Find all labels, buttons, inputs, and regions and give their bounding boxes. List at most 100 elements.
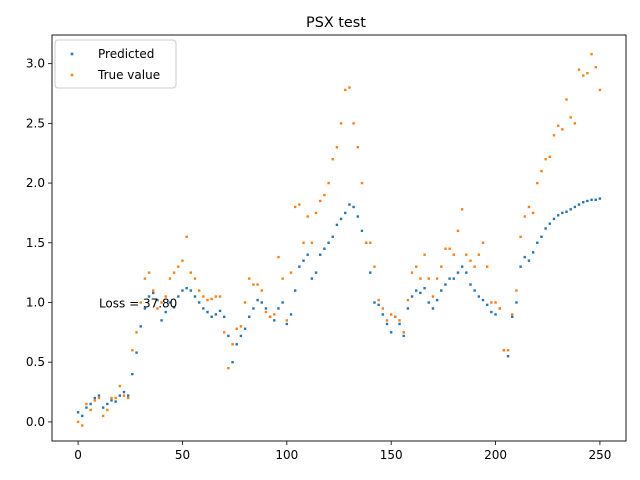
data-point [565, 210, 568, 213]
y-tick-label: 0.5 [26, 355, 45, 369]
data-point [577, 68, 581, 71]
data-point [76, 420, 80, 424]
data-point [210, 297, 213, 301]
legend-label-true-value: True value [97, 68, 160, 82]
data-point [164, 295, 167, 298]
data-point [410, 295, 414, 298]
data-point [122, 390, 126, 394]
data-point [231, 360, 234, 364]
data-point [239, 325, 243, 328]
data-point [319, 253, 322, 256]
data-point [419, 291, 422, 295]
data-point [298, 203, 301, 206]
data-point [506, 355, 510, 358]
y-tick-label: 0.0 [26, 415, 45, 429]
data-point [527, 259, 531, 262]
data-point [586, 72, 589, 75]
data-point [135, 351, 138, 354]
data-point [277, 307, 280, 310]
data-point [348, 203, 351, 206]
data-point [260, 301, 263, 304]
data-point [473, 289, 476, 292]
data-point [126, 394, 130, 397]
data-point [531, 211, 535, 215]
data-point [264, 307, 268, 310]
data-point [435, 298, 439, 302]
data-point [394, 315, 397, 319]
data-point [431, 295, 435, 298]
data-point [177, 265, 180, 268]
y-tick-label: 3.0 [26, 57, 45, 71]
data-point [143, 307, 147, 310]
data-point [494, 301, 497, 304]
data-point [427, 301, 430, 304]
data-point [168, 277, 172, 280]
data-point [306, 253, 309, 256]
x-tick-label: 200 [484, 448, 507, 462]
data-point [590, 198, 593, 201]
data-point [586, 199, 589, 203]
series-layer [76, 52, 602, 427]
data-point [440, 289, 443, 292]
data-point [460, 208, 464, 211]
data-point [485, 265, 489, 268]
data-point [327, 241, 330, 244]
data-point [452, 253, 455, 256]
data-point [156, 298, 159, 302]
data-point [435, 277, 439, 280]
data-point [147, 271, 151, 274]
data-point [444, 247, 447, 250]
data-point [306, 215, 309, 218]
data-point [540, 169, 543, 173]
x-axis-ticks: 0 50 100 150 200 250 [74, 441, 611, 462]
data-point [481, 241, 485, 244]
data-point [573, 122, 577, 125]
data-point [143, 277, 147, 280]
data-point [381, 313, 385, 316]
data-point [256, 298, 259, 302]
data-point [452, 277, 455, 280]
loss-annotation: Loss = 37.80 [99, 297, 177, 311]
data-point [89, 408, 92, 412]
data-point [243, 301, 247, 304]
data-point [598, 88, 602, 92]
data-point [477, 295, 481, 298]
x-tick-label: 50 [175, 448, 190, 462]
data-point [281, 277, 284, 280]
data-point [498, 307, 501, 310]
data-point [360, 229, 364, 233]
data-point [335, 146, 339, 149]
data-point [344, 88, 347, 92]
data-point [85, 402, 88, 406]
data-point [582, 200, 585, 204]
data-point [469, 259, 472, 262]
data-point [323, 193, 326, 197]
data-point [548, 155, 552, 158]
data-point [106, 402, 109, 406]
data-point [415, 289, 418, 292]
data-point [544, 157, 547, 161]
data-point [131, 372, 134, 376]
data-point [331, 157, 334, 161]
data-point [431, 307, 435, 310]
data-point [360, 181, 364, 185]
data-point [569, 208, 572, 211]
plot-area-frame [51, 34, 627, 442]
data-point [385, 319, 389, 322]
data-point [114, 396, 117, 400]
data-point [139, 325, 142, 328]
data-point [465, 253, 468, 256]
data-point [561, 211, 564, 215]
data-point [273, 313, 276, 316]
data-point [319, 199, 322, 203]
data-point [177, 295, 180, 298]
data-point [147, 295, 151, 298]
data-point [444, 283, 447, 286]
data-point [110, 399, 113, 402]
data-point [456, 229, 460, 233]
data-point [248, 277, 251, 280]
data-point [427, 277, 430, 280]
chart-title: PSX test [306, 15, 366, 31]
data-point [189, 271, 193, 274]
data-point [235, 343, 238, 346]
